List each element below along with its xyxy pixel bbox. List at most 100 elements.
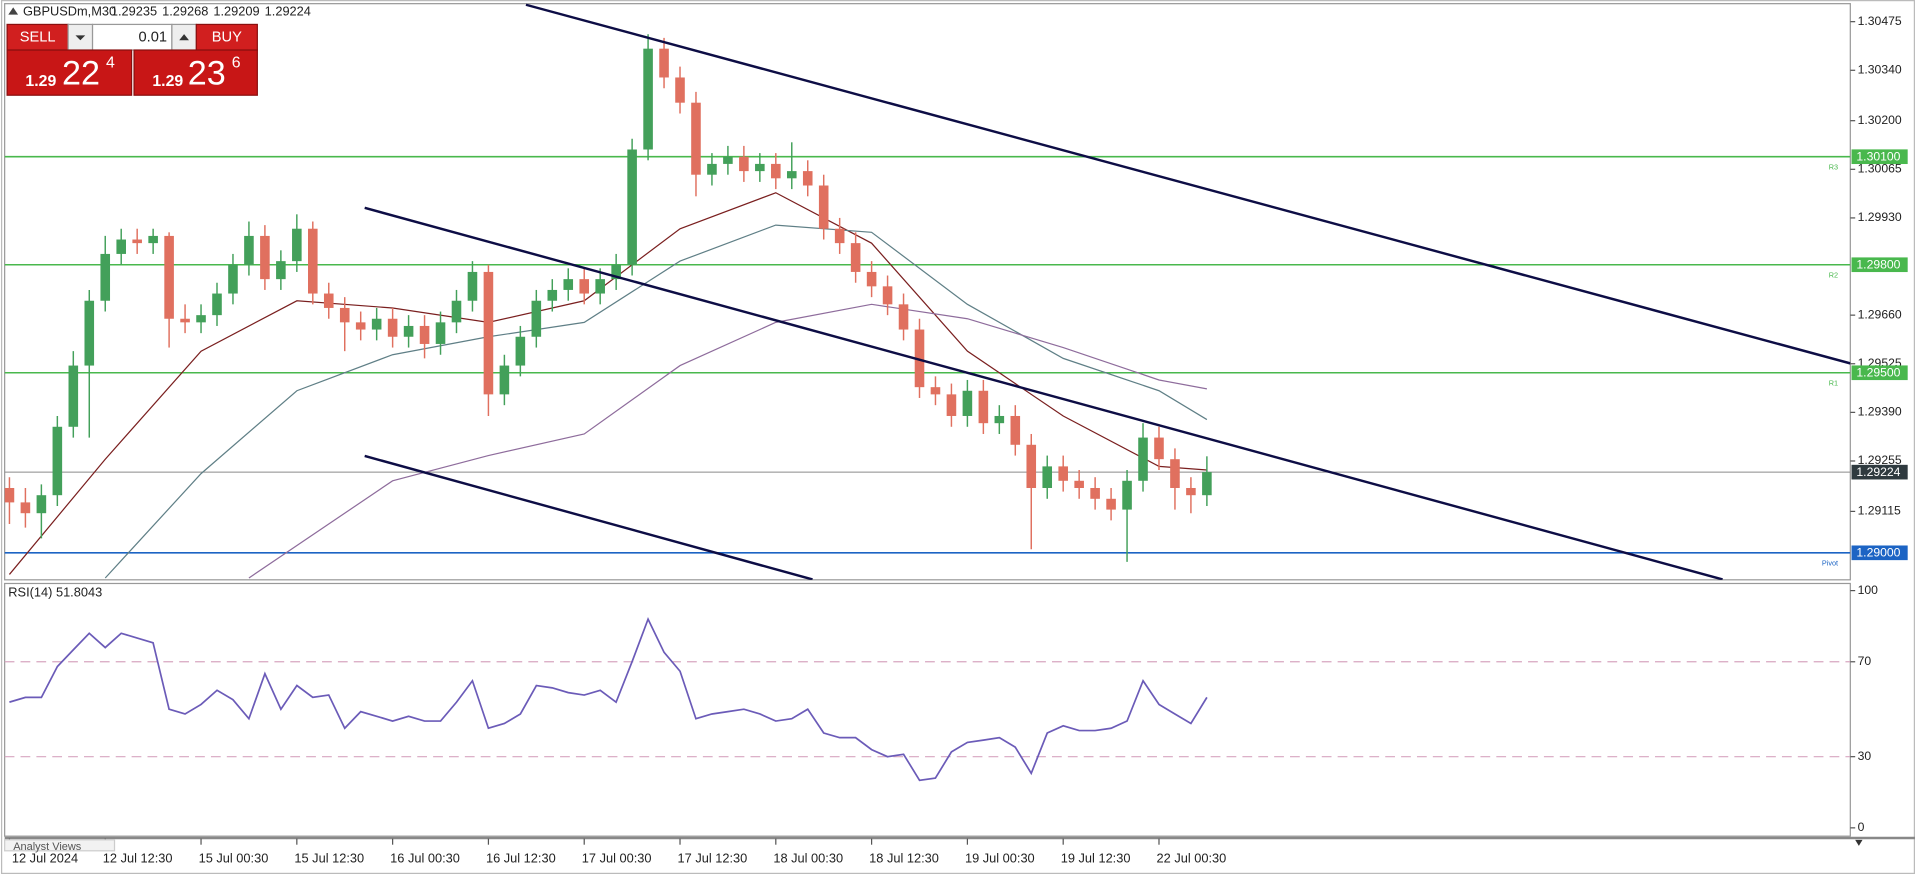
candle-body [547,289,558,301]
ask-big: 1.29 [152,73,183,90]
candle-body [1106,498,1116,510]
candle-body [930,387,941,395]
candle-body [308,228,318,294]
x-tick-label: 12 Jul 2024 [12,851,78,866]
x-tick-label: 15 Jul 00:30 [199,851,269,866]
trade-panel: SELL 0.01 BUY 1.29 22 4 1.29 23 6 [6,23,258,96]
candle-body [84,300,95,366]
price-plot: R3 R2 R1 Pivot [4,3,1851,580]
x-tick-label: 16 Jul 00:30 [390,851,460,866]
price-tag-label: 1.29500 [1856,366,1900,380]
candle-body [20,502,31,514]
candle-body [116,239,126,254]
candle-body [786,171,797,179]
x-tick-label: 18 Jul 00:30 [773,851,843,866]
candle-body [292,228,302,262]
buy-label: BUY [212,30,242,46]
y-tick-label: 1.29255 [1858,453,1902,467]
x-tick-label: 12 Jul 12:30 [103,851,173,866]
candle-body [515,336,526,366]
sell-label: SELL [20,30,56,46]
collapse-icon[interactable] [8,7,19,15]
candle-body [1010,415,1021,445]
candle-body [467,271,478,301]
candle-body [1154,437,1164,460]
candle-body [531,300,542,337]
rsi-line [9,616,1208,782]
candle-body [355,322,366,330]
candle-body [68,365,79,427]
price-tag-label: 1.29000 [1856,546,1900,560]
candle-body [1026,444,1037,488]
candle-body [723,156,733,164]
low-price: 1.29209 [213,4,259,19]
candle-body [228,264,238,294]
symbol: GBPUSDm,M30 [23,4,116,19]
candle-body [100,253,111,301]
candle-body [898,304,909,330]
candle-body [691,102,701,175]
candle-body [627,149,637,265]
candle-body [1074,480,1084,488]
candle-body [451,300,462,323]
candle-body [611,264,621,280]
candle-body [1090,487,1100,499]
level-tag: R2 [1829,271,1838,280]
candle-body [659,48,669,78]
tab[interactable] [4,839,116,852]
moving-average [248,303,1208,579]
candle-body [244,235,254,265]
candle-body [834,228,845,244]
candle-body [499,365,510,395]
price-tag [1851,464,1908,480]
x-tick-label: 19 Jul 12:30 [1061,851,1131,866]
bid-box[interactable] [6,49,133,96]
candle-body [707,163,717,175]
x-tick-label: 16 Jul 12:30 [486,851,556,866]
candle-body [1042,466,1053,488]
ask-box[interactable] [133,49,258,96]
ask-point: 6 [232,55,241,72]
x-tick-label: 17 Jul 12:30 [678,851,748,866]
trendline [364,206,1723,580]
candle-body [435,322,446,344]
rsi-title: RSI(14) 51.8043 [8,585,102,600]
candle-body [675,77,685,103]
candle-body [882,286,893,305]
candle-body [994,415,1005,424]
candle-body [419,325,430,344]
candle-body [1138,437,1148,481]
candle-body [1122,480,1132,510]
y-tick-label: 1.30340 [1858,62,1902,76]
open-price: 1.29235 [111,4,157,19]
price-pane [4,3,1851,581]
y-tick-label: 30 [1858,749,1872,763]
candle-body [962,390,973,416]
candle-body [755,163,765,172]
close-price: 1.29224 [265,4,311,19]
candle-body [978,390,989,424]
arrow-up [179,34,189,41]
y-tick-label: 1.29660 [1858,307,1902,321]
high-price: 1.29268 [162,4,208,19]
tab-label: Analyst Views [13,841,82,853]
x-tick-label: 22 Jul 00:30 [1157,851,1227,866]
price-tag-label: 1.29800 [1856,258,1900,272]
candle-body [914,329,925,388]
level-tag: Pivot [1822,559,1838,568]
trendline [364,454,813,580]
candle-body [339,307,350,323]
candle-body [36,495,47,514]
price-tag [1851,149,1908,165]
price-tag-label: 1.30100 [1856,150,1900,164]
candle-body [643,48,653,150]
y-tick-label: 0 [1858,820,1865,834]
rsi-pane [4,582,1851,837]
y-tick-label: 70 [1858,654,1872,668]
ask-pips: 23 [188,55,226,93]
candle-body [371,318,382,330]
price-tag-label: 1.29224 [1856,465,1900,479]
